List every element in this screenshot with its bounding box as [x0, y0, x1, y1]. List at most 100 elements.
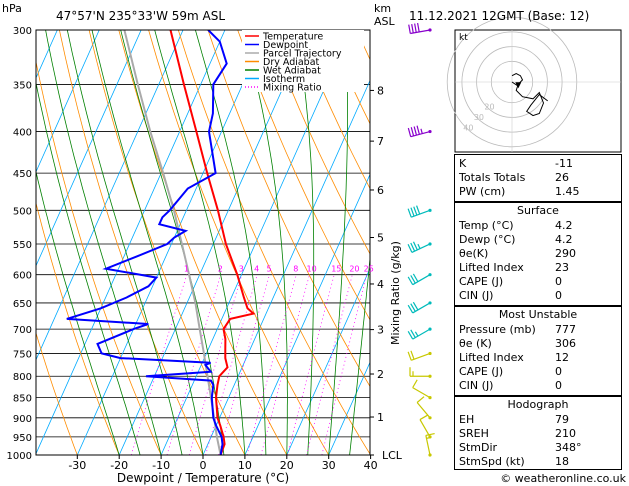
dewpoint-line: [66, 30, 228, 455]
asl-axis-label: ASL: [374, 15, 396, 28]
mixing-ratio-axis-label: Mixing Ratio (g/kg): [389, 241, 402, 345]
index-row: EH 79: [459, 413, 569, 426]
wind-barb-flag: [410, 242, 416, 252]
wind-barb-dot: [428, 351, 432, 356]
wind-barb-dot: [428, 453, 432, 457]
dry-adiabat-line: [148, 30, 330, 455]
credit-text: © weatheronline.co.uk: [500, 472, 626, 485]
wind-barb-flag: [414, 23, 417, 33]
wind-barb-flag: [412, 301, 419, 311]
wind-barb-flag: [425, 432, 435, 437]
wet-adiabat-line: [154, 30, 246, 455]
wind-barb-flag: [410, 275, 416, 284]
wet-adiabat-line: [295, 30, 315, 455]
index-row: CIN (J) 0: [459, 379, 562, 392]
wind-barb-flag: [416, 205, 421, 215]
x-tick-label: -10: [152, 459, 170, 472]
index-row: CAPE (J) 0: [459, 275, 562, 288]
isotherm-line: [286, 267, 370, 455]
mixing-ratio-label: 2: [218, 265, 223, 274]
pressure-label: 1000: [7, 451, 32, 462]
x-tick-label: 40: [364, 459, 378, 472]
temperature-line: [169, 30, 256, 455]
wind-barb-dot: [428, 273, 432, 277]
km-label: 2: [377, 368, 384, 381]
mixing-ratio-label: 4: [254, 265, 259, 274]
index-row: Temp (°C) 4.2: [459, 219, 573, 232]
km-label: 3: [377, 324, 384, 337]
km-label: 5: [377, 231, 384, 244]
wind-barb-flag: [419, 414, 429, 421]
wind-barb-flag: [412, 273, 419, 282]
hodograph-frame: [454, 29, 622, 153]
wind-barb-flag: [407, 127, 412, 137]
wind-barb-dot: [428, 301, 432, 305]
x-tick-label: -20: [110, 459, 128, 472]
wind-barb-staff: [416, 402, 431, 419]
index-row: Lifted Index 23: [459, 261, 569, 274]
legend-item: Temperature: [262, 32, 323, 43]
dry-adiabat-line: [237, 30, 370, 321]
most-unstable-box: Most Unstable Pressure (mb) 777 θe (K) 306…: [454, 306, 622, 396]
pressure-label: 800: [13, 372, 32, 383]
km-axis-label: km: [374, 2, 391, 15]
hodograph-ring-label: 20: [484, 102, 494, 111]
index-row: StmSpd (kt) 18: [459, 455, 569, 468]
wind-barb-flag: [417, 22, 420, 33]
surface-title: Surface: [517, 204, 559, 217]
wet-adiabat-line: [195, 30, 267, 455]
index-row: CAPE (J) 0: [459, 365, 562, 378]
mixing-ratio-label: 8: [293, 265, 298, 274]
pressure-label: 450: [13, 169, 32, 180]
isotherm-line: [36, 30, 184, 361]
mixing-ratio-line: [218, 274, 270, 455]
indices-top-box: K -11 Totals Totals 26 PW (cm) 1.45: [454, 154, 622, 202]
km-label: 6: [377, 184, 384, 197]
wind-barb-staff: [412, 302, 431, 314]
hodograph-title: Hodograph: [507, 398, 569, 411]
hodograph-ring-label: 30: [474, 113, 484, 122]
km-label: LCL: [382, 449, 403, 462]
wet-adiabat-line: [45, 30, 162, 455]
dry-adiabat-line: [118, 30, 288, 455]
km-label: 4: [377, 278, 384, 291]
legend-item: Mixing Ratio: [263, 83, 322, 94]
dry-adiabat-line: [36, 60, 162, 455]
wet-adiabat-line: [91, 30, 204, 455]
wind-barb-flag: [407, 331, 414, 340]
index-row: Pressure (mb) 777: [459, 323, 576, 336]
pressure-label: 950: [13, 433, 32, 444]
x-tick-label: 0: [200, 459, 207, 472]
isotherm-line: [118, 30, 310, 455]
dry-adiabat-line: [177, 30, 370, 455]
pressure-label: 850: [13, 394, 32, 405]
dry-adiabat-line: [207, 30, 370, 388]
dry-adiabat-line: [296, 30, 370, 190]
mixing-ratio-label: 1: [184, 265, 189, 274]
index-row: CIN (J) 0: [459, 289, 562, 302]
wind-barb-dot: [428, 396, 432, 400]
wind-barb-flag: [410, 329, 416, 338]
wind-barb-staff: [425, 435, 431, 456]
wet-adiabat-line: [349, 254, 370, 455]
index-row: K -11: [459, 157, 573, 170]
wind-barb-flag: [408, 24, 411, 34]
wind-barb-flag: [410, 127, 415, 137]
index-row: StmDir 348°: [459, 441, 582, 454]
x-tick-label: 10: [238, 459, 252, 472]
mixing-ratio-line: [205, 274, 258, 455]
hodograph-unit-label: kt: [459, 33, 468, 43]
wind-barb-flag: [412, 241, 418, 251]
wind-barb-flag: [420, 128, 423, 134]
wet-adiabat-line: [243, 30, 288, 455]
wet-adiabat-line: [36, 170, 120, 455]
x-tick-label: 20: [280, 459, 294, 472]
wind-barb-flag: [410, 207, 415, 217]
isotherm-line: [36, 30, 226, 455]
wind-barb-dot: [428, 374, 432, 378]
legend-bg: [242, 30, 364, 92]
wind-barb-flag: [410, 303, 416, 312]
